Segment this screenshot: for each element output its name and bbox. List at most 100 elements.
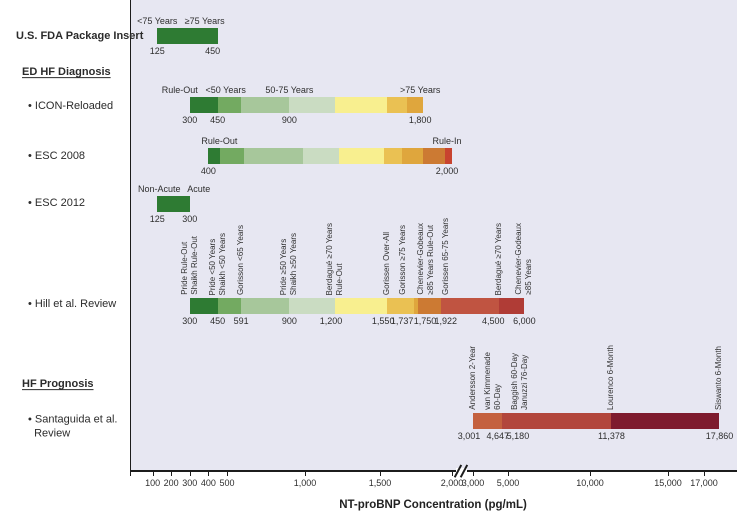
axis-tick bbox=[189, 471, 191, 476]
rotated-study-label: Pride Rule-Out Shaikh Rule-Out bbox=[179, 236, 199, 295]
bar-segment bbox=[501, 413, 612, 429]
rotated-study-label: Siswanto 6-Month bbox=[714, 345, 724, 410]
rotated-study-label: Gorissen Over-All bbox=[382, 231, 392, 295]
axis-tick-label: 10,000 bbox=[576, 478, 604, 488]
cutoff-number: 450 bbox=[210, 115, 226, 125]
axis-tick bbox=[152, 471, 154, 476]
row-label: • Hill et al. Review bbox=[28, 298, 117, 311]
bar-segment bbox=[241, 298, 290, 314]
bar-segment bbox=[208, 148, 221, 164]
axis-tick bbox=[704, 471, 705, 476]
cutoff-number: 300 bbox=[182, 115, 198, 125]
cutoff-number: 900 bbox=[281, 115, 297, 125]
axis-tick-label: 15,000 bbox=[654, 478, 682, 488]
bar-segment bbox=[407, 97, 424, 113]
section-header: HF Prognosis bbox=[22, 378, 94, 391]
rotated-study-label: Andersson 2-Year bbox=[468, 346, 478, 410]
bar-segment bbox=[289, 97, 335, 113]
cutoff-number: 125 bbox=[149, 46, 165, 56]
axis-tick-label: 100 bbox=[145, 478, 161, 488]
cutoff-number: 1,750 bbox=[413, 316, 437, 326]
axis-tick-label: 1,000 bbox=[293, 478, 317, 488]
cutoff-number: 400 bbox=[200, 166, 216, 176]
cutoff-number: 1,737 bbox=[390, 316, 414, 326]
axis-tick bbox=[227, 471, 228, 476]
y-axis-line bbox=[129, 0, 131, 476]
cutoff-number: 300 bbox=[182, 214, 198, 224]
bar-segment bbox=[473, 413, 502, 429]
rotated-study-label: Gorisson <65 Years bbox=[236, 224, 246, 295]
rotated-study-label: Pride ≥50 Years Shaikh ≥50 Years bbox=[279, 232, 299, 295]
bar-top-label: ≥75 Years bbox=[184, 16, 225, 26]
rotated-study-label: Gorisson ≥75 Years bbox=[398, 225, 408, 295]
cutoff-number: 1,922 bbox=[434, 316, 458, 326]
bar-segment bbox=[335, 298, 388, 314]
axis-tick bbox=[590, 471, 591, 476]
bar-top-label: <50 Years bbox=[205, 85, 246, 95]
cutoff-number: 1,200 bbox=[319, 316, 343, 326]
axis-tick bbox=[508, 471, 509, 476]
bar-top-label: Rule-In bbox=[432, 136, 462, 146]
bar-segment bbox=[157, 28, 218, 44]
rotated-study-label: Chenevier-Godeaux ≥85 Years bbox=[514, 223, 534, 295]
axis-tick-label: 3,000 bbox=[461, 478, 485, 488]
bar-segment bbox=[189, 298, 218, 314]
axis-tick bbox=[380, 471, 381, 476]
axis-tick-label: 500 bbox=[219, 478, 235, 488]
bar-top-label: Non-Acute bbox=[137, 184, 181, 194]
axis-tick bbox=[452, 471, 453, 476]
bar-segment bbox=[444, 148, 452, 164]
axis-tick-label: 400 bbox=[200, 478, 216, 488]
bar-segment bbox=[383, 148, 403, 164]
cutoff-number: 450 bbox=[210, 316, 226, 326]
bar-segment bbox=[289, 298, 335, 314]
bar-segment bbox=[217, 97, 242, 113]
cutoff-number: 2,000 bbox=[435, 166, 459, 176]
rotated-study-label: Berdagué ≥70 Years bbox=[494, 222, 504, 295]
bar-top-label: Rule-Out bbox=[201, 136, 238, 146]
row-label: • ICON-Reloaded bbox=[28, 100, 114, 113]
rotated-study-label: Baggish 60-Day Januzzi 76-Day bbox=[509, 353, 529, 410]
bar-top-label: Rule-Out bbox=[161, 85, 198, 95]
axis-tick-label: 1,500 bbox=[368, 478, 392, 488]
axis-tick bbox=[668, 471, 669, 476]
x-axis-title: NT-proBNP Concentration (pg/mL) bbox=[339, 499, 527, 511]
cutoff-number: 125 bbox=[149, 214, 165, 224]
bar-segment bbox=[241, 97, 290, 113]
cutoff-number: 11,378 bbox=[598, 431, 625, 441]
bar-segment bbox=[220, 148, 244, 164]
axis-tick bbox=[473, 471, 474, 476]
rotated-study-label: Pride <50 Years Shaikh <50 Years bbox=[207, 232, 227, 296]
x-axis-line bbox=[129, 470, 737, 472]
row-label: • ESC 2012 bbox=[28, 197, 86, 210]
axis-tick bbox=[171, 471, 173, 476]
cutoff-number: 5,180 bbox=[506, 431, 530, 441]
cutoff-number: 17,860 bbox=[705, 431, 734, 441]
bar-segment bbox=[217, 298, 242, 314]
axis-tick bbox=[208, 471, 210, 476]
bar-segment bbox=[157, 196, 190, 212]
rotated-study-label: Gorissen 65-75 Years bbox=[440, 218, 450, 295]
bar-segment bbox=[423, 148, 445, 164]
bar-segment bbox=[387, 97, 408, 113]
bar-segment bbox=[418, 298, 441, 314]
cutoff-number: 1,550 bbox=[371, 316, 395, 326]
axis-tick-label: 5,000 bbox=[496, 478, 520, 488]
rotated-study-label: Lourenco 6-Month bbox=[606, 345, 616, 410]
row-label: • ESC 2008 bbox=[28, 150, 86, 163]
bar-segment bbox=[499, 298, 525, 314]
rotated-study-label: Berdagué ≥70 Years Rule-Out bbox=[325, 222, 344, 295]
bar-segment bbox=[387, 298, 415, 314]
cutoff-number: 4,500 bbox=[481, 316, 505, 326]
axis-tick bbox=[305, 471, 306, 476]
cutoff-number: 6,000 bbox=[513, 316, 536, 326]
bar-segment bbox=[611, 413, 720, 429]
bar-segment bbox=[402, 148, 424, 164]
bar-top-label: Acute bbox=[187, 184, 211, 194]
rotated-study-label: van Kimmenade 60-Day bbox=[482, 352, 502, 410]
cutoff-number: 591 bbox=[233, 316, 249, 326]
section-header: ED HF Diagnosis bbox=[22, 66, 111, 79]
bar-segment bbox=[338, 148, 384, 164]
axis-tick-label: 17,000 bbox=[690, 478, 718, 488]
